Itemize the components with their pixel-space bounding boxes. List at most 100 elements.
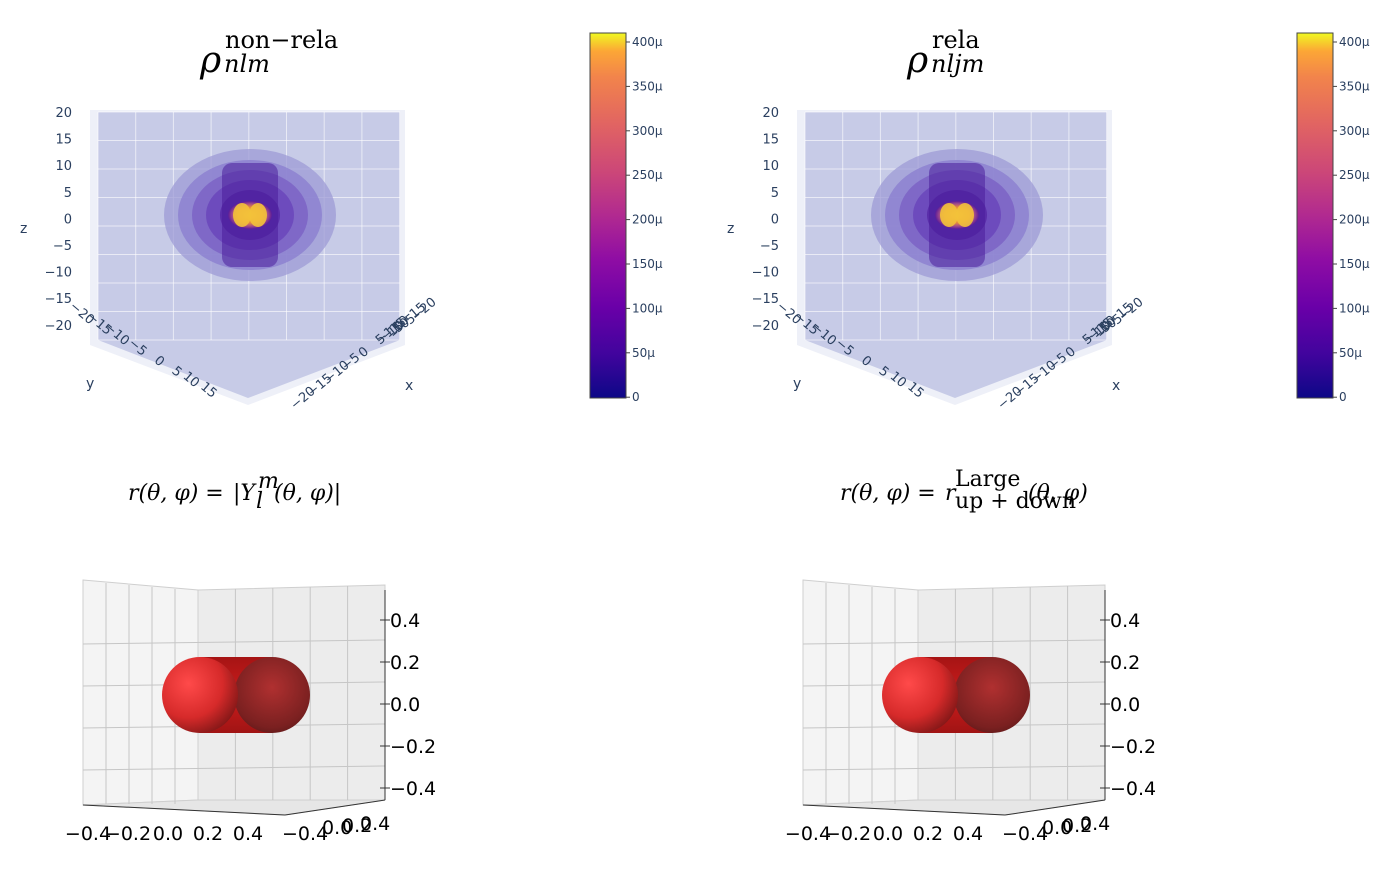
y-tick-label: 0.4	[1080, 813, 1110, 835]
colorbar: 400μ 350μ 300μ 250μ 200μ 150μ 100μ 50μ 0	[1296, 32, 1370, 404]
colorbar-gradient	[589, 32, 627, 399]
z-tick-label: 15	[762, 133, 779, 148]
x-tick-label: 0.0	[153, 823, 183, 845]
z-tick-label: 0.2	[1110, 652, 1140, 674]
z-tick-label: 0.4	[1110, 610, 1140, 632]
z-tick-label: −0.2	[1110, 736, 1156, 758]
gridline	[82, 765, 386, 771]
x-tick-label: −0.2	[105, 823, 151, 845]
surface-lobe-left	[162, 657, 238, 733]
scene-gridlines	[802, 583, 1106, 804]
density-core-right	[249, 203, 267, 227]
colorbar-tick-label: 150μ	[1339, 257, 1370, 271]
z-tick-label: 20	[55, 106, 72, 121]
y-axis: −0.40.00.20.4	[282, 799, 390, 845]
z-tick-label: 0	[771, 212, 779, 227]
z-tick-label: −10	[45, 266, 72, 281]
z-tick-label: −5	[760, 239, 779, 254]
z-tick-label: 15	[55, 133, 72, 148]
z-axis-label: z	[20, 221, 27, 237]
z-tick-label: 10	[55, 159, 72, 174]
title-subscript: nljm	[931, 50, 984, 78]
equation-tail: (θ, φ)	[1028, 481, 1088, 506]
equation-lhs: r(θ, φ) =	[840, 481, 936, 506]
isosurfaces	[164, 149, 336, 281]
y-axis-line	[1004, 799, 1106, 816]
y-tick-label: 0.0	[1042, 817, 1072, 839]
x-axis-label: x	[1112, 378, 1120, 394]
y-tick-label: −0.4	[1002, 823, 1048, 845]
colorbar-tick-label: 100μ	[632, 301, 663, 315]
x-axis-line	[82, 804, 286, 816]
equation-subscript: l	[256, 489, 263, 514]
density-core-right	[956, 203, 974, 227]
colorbar-tick-label: 300μ	[1339, 124, 1370, 138]
surface-lobe-right	[234, 657, 310, 733]
z-tick-label: 10	[762, 159, 779, 174]
y-tick-label: 0.2	[1062, 815, 1092, 837]
colorbar: 400μ 350μ 300μ 250μ 200μ 150μ 100μ 50μ 0	[589, 32, 663, 404]
x-axis-line	[802, 804, 1006, 816]
x-tick-label: 0.4	[953, 823, 983, 845]
surface-lobe-right	[954, 657, 1030, 733]
colorbar-tick-label: 150μ	[632, 257, 663, 271]
z-tick-label: −15	[45, 292, 72, 307]
z-tick-label: 20	[762, 106, 779, 121]
x-tick-label: 0.0	[873, 823, 903, 845]
z-tick-label: 0.0	[1110, 694, 1140, 716]
z-axis: 0.4 0.2 0.0 −0.2 −0.4	[380, 590, 436, 800]
density-core-left	[233, 203, 251, 227]
surface-lobe-left	[882, 657, 958, 733]
colorbar-tick-label: 50μ	[632, 346, 655, 360]
surface-shape	[882, 657, 1030, 733]
equation-lhs: r(θ, φ) =	[128, 481, 224, 506]
y-tick-label: 0.4	[360, 813, 390, 835]
title-superscript: non−rela	[225, 26, 338, 54]
z-tick-label: 5	[64, 186, 72, 201]
colorbar-tick-label: 50μ	[1339, 346, 1362, 360]
surface-shape	[162, 657, 310, 733]
z-tick-label: 5	[771, 186, 779, 201]
title-symbol: ρ	[906, 40, 928, 81]
z-tick-label: −0.4	[390, 778, 436, 800]
x-axis: −0.4−0.2 0.0 0.2 0.4	[785, 804, 1006, 845]
colorbar-tick-label: 350μ	[1339, 79, 1370, 93]
colorbar-tick-label: 350μ	[632, 79, 663, 93]
colorbar-tick-label: 400μ	[632, 35, 663, 49]
gridline	[802, 639, 1106, 645]
z-axis: 20 15 10 5 0 −5 −10 −15 −20 z	[727, 106, 779, 334]
x-tick-label: −0.4	[65, 823, 111, 845]
z-tick-label: 0.0	[390, 694, 420, 716]
colorbar-tick-label: 250μ	[1339, 168, 1370, 182]
z-tick-label: −0.4	[1110, 778, 1156, 800]
y-axis-label: y	[86, 376, 94, 392]
equation-label: r(θ, φ) = |Y ml (θ, φ)|	[128, 469, 341, 514]
colorbar-tick-label: 400μ	[1339, 35, 1370, 49]
equation-superscript: m	[258, 469, 279, 494]
x-axis: −0.4−0.2 0.0 0.2 0.4	[65, 804, 286, 845]
x-axis-label: x	[405, 378, 413, 394]
gridline	[82, 639, 386, 645]
z-tick-label: −10	[752, 266, 779, 281]
colorbar-tick-label: 200μ	[632, 213, 663, 227]
x-tick-label: 0.4	[233, 823, 263, 845]
equation-subscript: up + down	[955, 489, 1076, 514]
isosurfaces	[871, 149, 1043, 281]
z-tick-label: −0.2	[390, 736, 436, 758]
z-tick-label: −20	[752, 319, 779, 334]
z-tick-label: −5	[53, 239, 72, 254]
title-symbol: ρ	[199, 40, 221, 81]
title-superscript: rela	[932, 26, 980, 54]
equation-tail: (θ, φ)|	[274, 481, 341, 506]
gridline	[802, 765, 1106, 771]
y-axis-line	[284, 799, 386, 816]
colorbar-tick-label: 300μ	[632, 124, 663, 138]
colorbar-gradient	[1296, 32, 1334, 399]
x-tick-label: 0.2	[913, 823, 943, 845]
equation-symbol: r	[945, 481, 957, 506]
